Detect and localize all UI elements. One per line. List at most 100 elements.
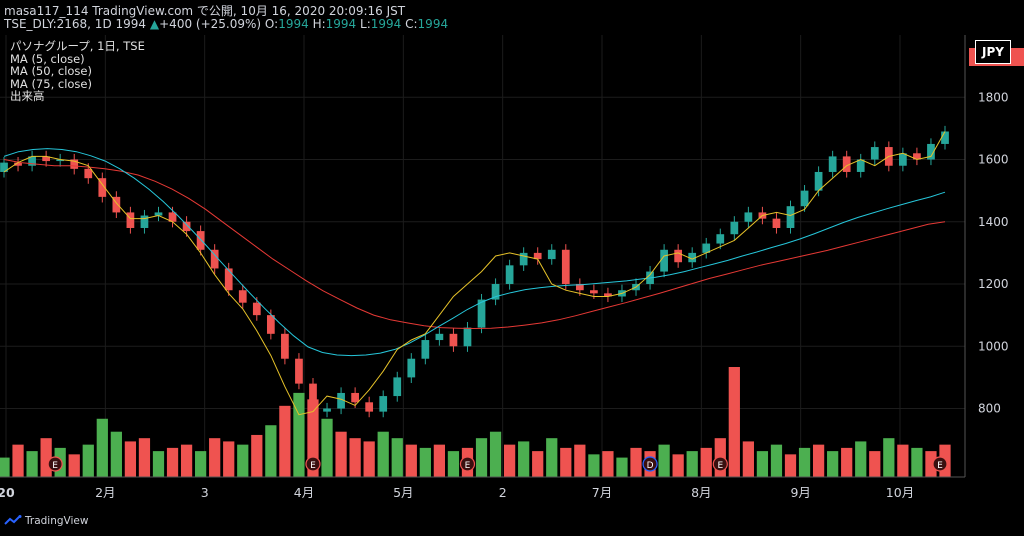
volume-bar	[195, 451, 207, 477]
candle-body	[688, 252, 697, 263]
candle-body	[421, 340, 430, 359]
candle-body	[590, 290, 598, 294]
high-value: 1994	[325, 17, 357, 31]
candle-body	[168, 212, 177, 222]
candle-body	[112, 196, 121, 213]
volume-bar	[96, 418, 108, 477]
candle-body	[393, 377, 402, 397]
volume-bar	[869, 451, 881, 477]
event-marker-label: E	[465, 461, 471, 471]
grid-lines	[0, 35, 965, 477]
volume-bar	[335, 431, 347, 477]
candle-body	[491, 284, 500, 300]
ma50-line	[3, 148, 946, 357]
candle-body	[856, 159, 865, 172]
volume-bar	[138, 438, 151, 477]
candle-body	[913, 153, 921, 160]
legend-ma5[interactable]: MA (5, close)	[10, 51, 85, 66]
event-marker-label: E	[937, 461, 943, 471]
x-tick-label: 3	[201, 485, 209, 500]
x-tick-label: 2月	[95, 485, 115, 500]
x-tick-label: 7月	[592, 485, 612, 500]
x-tick-label: 9月	[790, 485, 810, 500]
y-tick-label: 800	[978, 402, 1001, 416]
candle-body	[786, 206, 795, 228]
candlesticks	[0, 125, 949, 418]
event-marker	[305, 456, 321, 472]
volume-bar	[897, 444, 909, 477]
open-label: O:	[264, 17, 279, 31]
candle-body	[435, 333, 444, 341]
open-value: 1994	[278, 17, 309, 31]
candle-body	[70, 159, 79, 169]
candle-body	[266, 315, 275, 334]
publish-info: masa117_114 TradingView.com で公開, 10月 16,…	[4, 4, 406, 18]
volume-bar	[82, 444, 94, 477]
volume-bar	[293, 392, 305, 477]
legend-ma50[interactable]: MA (50, close)	[10, 64, 92, 78]
candle-body	[800, 190, 809, 207]
candle-body	[842, 156, 851, 172]
high-label: H:	[312, 17, 326, 31]
volume-bar	[784, 454, 797, 477]
candle-body	[224, 268, 233, 291]
legend-symbol[interactable]: パソナグループ, 1日, TSE	[10, 39, 145, 53]
legend-ma75[interactable]: MA (75, close)	[10, 76, 92, 91]
volume-bar	[518, 441, 530, 477]
volume-bar	[812, 444, 825, 477]
volume-bar	[630, 447, 642, 477]
candle-body	[351, 392, 359, 403]
candle-body	[744, 212, 753, 222]
candle-body	[561, 249, 570, 285]
candle-body	[14, 162, 22, 166]
candle-body	[379, 396, 388, 412]
x-tick-label: 20	[0, 485, 15, 500]
event-marker-label: E	[52, 461, 58, 471]
volume-bar	[560, 447, 572, 477]
volume-bar	[209, 438, 221, 477]
x-tick-label: 8月	[691, 485, 711, 500]
candle-body	[941, 131, 949, 144]
candle-body	[828, 156, 837, 172]
ma5-line	[3, 131, 946, 416]
change-arrow-icon: ▲	[149, 17, 160, 31]
candle-body	[252, 302, 261, 316]
candle-body	[154, 212, 163, 216]
candle-body	[323, 408, 331, 412]
volume-bar	[616, 457, 628, 477]
y-tick-label: 1200	[978, 277, 1009, 291]
event-marker	[712, 456, 728, 472]
volume-bar	[532, 451, 544, 477]
candle-body	[84, 168, 93, 179]
volume-bar	[405, 444, 417, 477]
brand-name: TradingView	[25, 515, 89, 527]
volume-bar	[26, 451, 38, 477]
volume-bar	[855, 441, 867, 477]
candle-body	[98, 178, 107, 197]
candle-body	[295, 358, 303, 384]
candle-body	[281, 333, 289, 359]
candle-body	[870, 147, 879, 160]
volume-bar	[883, 438, 895, 477]
volume-bar	[391, 438, 403, 477]
volume-bar	[68, 454, 80, 477]
candle-body	[674, 249, 683, 263]
legend-volume[interactable]: 出来高	[10, 89, 45, 103]
candle-body	[0, 162, 8, 172]
candle-body	[477, 299, 486, 328]
volume-bar	[152, 451, 165, 477]
volume-bar	[124, 441, 137, 477]
candle-body	[42, 156, 50, 162]
x-tick-label: 10月	[886, 485, 914, 500]
candle-body	[463, 327, 472, 347]
candle-body	[210, 249, 219, 269]
volume-bar	[742, 441, 754, 477]
currency-button[interactable]: JPY	[975, 40, 1011, 64]
volume-bar	[798, 447, 811, 477]
candle-body	[28, 156, 36, 166]
event-marker-label: E	[717, 461, 723, 471]
volume-bar	[307, 399, 319, 477]
y-tick-label: 1600	[978, 153, 1009, 167]
